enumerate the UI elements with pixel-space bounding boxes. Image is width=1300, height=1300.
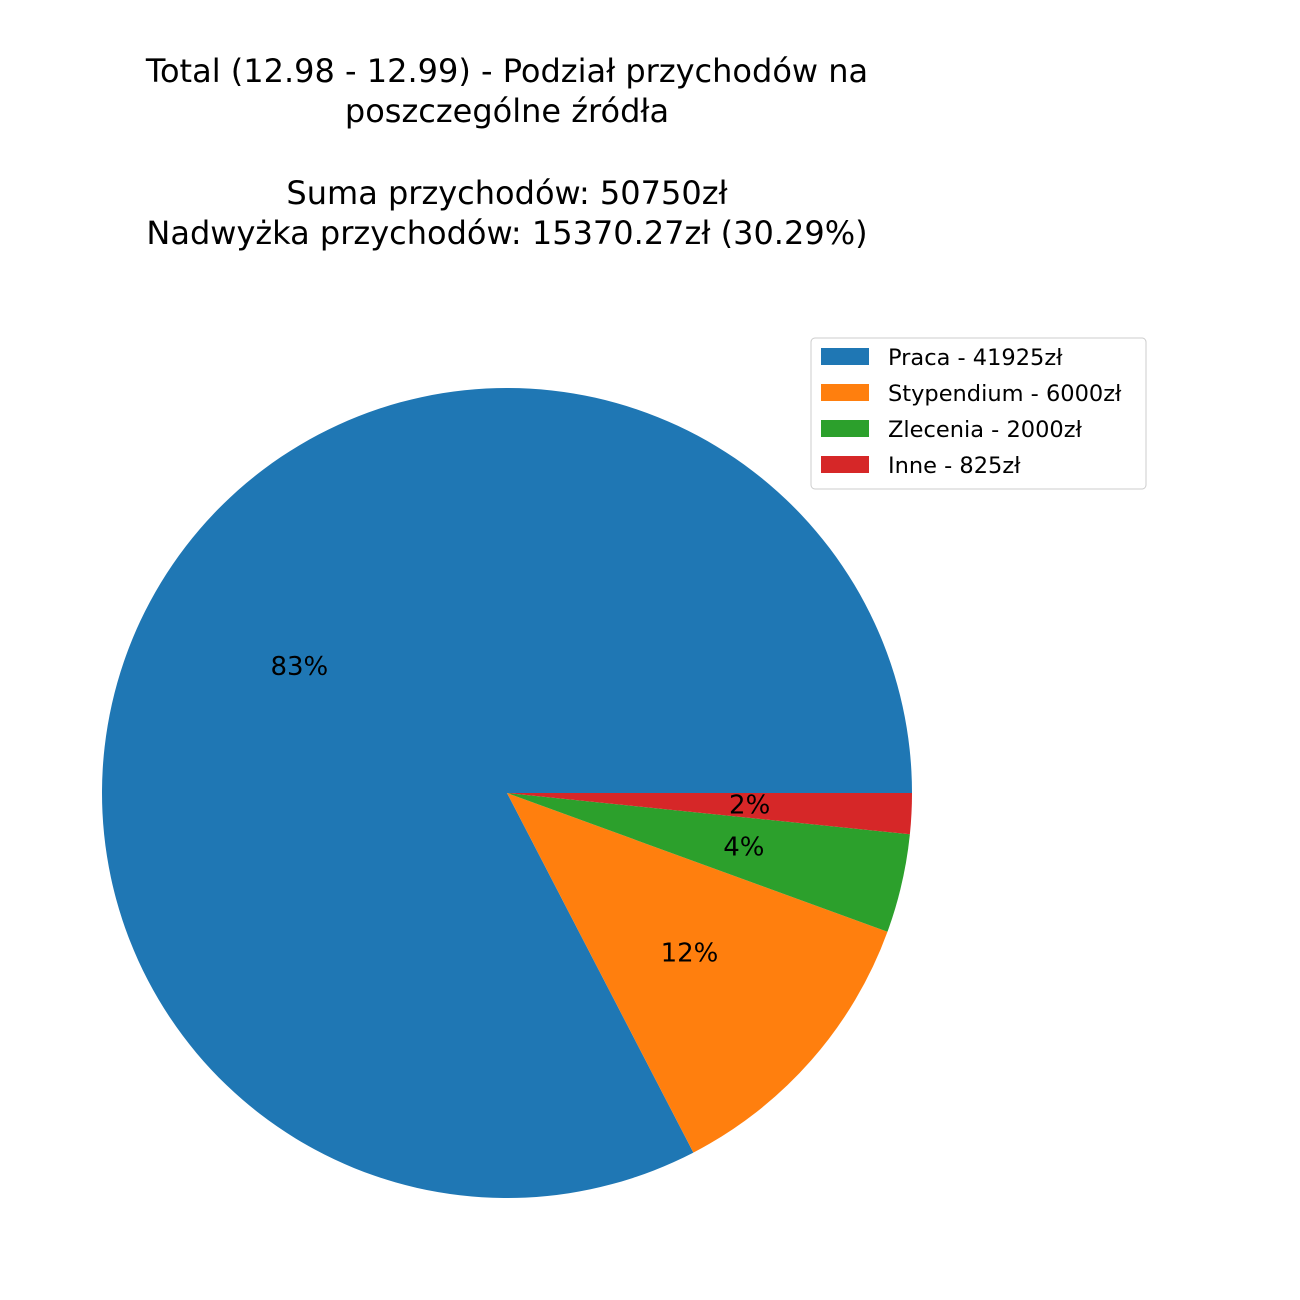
pie-slice-3 [507, 793, 912, 835]
legend: Praca - 41925zł Stypendium - 6000zł Zlecen… [810, 337, 1147, 490]
pie-percent-labels: 83% 12% 4% 2% [270, 652, 770, 969]
chart-title-line-1: poszczególne źródła [345, 92, 669, 130]
pie-percent-label-1: 12% [661, 938, 719, 968]
legend-frame [810, 337, 1147, 490]
legend-swatch-2 [821, 420, 869, 437]
pie-percent-label-3: 2% [729, 790, 770, 820]
pie-percent-label-2: 4% [723, 832, 764, 862]
pie-percent-label-0: 83% [270, 652, 328, 682]
pie-slices [102, 388, 912, 1199]
legend-label-3: Inne - 825zł [888, 453, 1021, 479]
chart-title: Total (12.98 - 12.99) - Podział przychod… [145, 52, 868, 252]
chart-title-line-4: Nadwyżka przychodów: 15370.27zł (30.29%) [146, 214, 867, 252]
legend-label-2: Zlecenia - 2000zł [888, 417, 1083, 443]
chart-title-line-0: Total (12.98 - 12.99) - Podział przychod… [145, 52, 868, 90]
chart-title-line-3: Suma przychodów: 50750zł [286, 174, 728, 212]
legend-label-0: Praca - 41925zł [888, 345, 1063, 371]
pie-slice-1 [507, 793, 888, 1153]
pie-slice-0 [102, 388, 912, 1199]
legend-swatch-1 [821, 384, 869, 401]
legend-label-1: Stypendium - 6000zł [888, 381, 1122, 407]
legend-swatch-3 [821, 456, 869, 473]
legend-swatch-0 [821, 348, 869, 365]
pie-slice-2 [507, 793, 910, 932]
